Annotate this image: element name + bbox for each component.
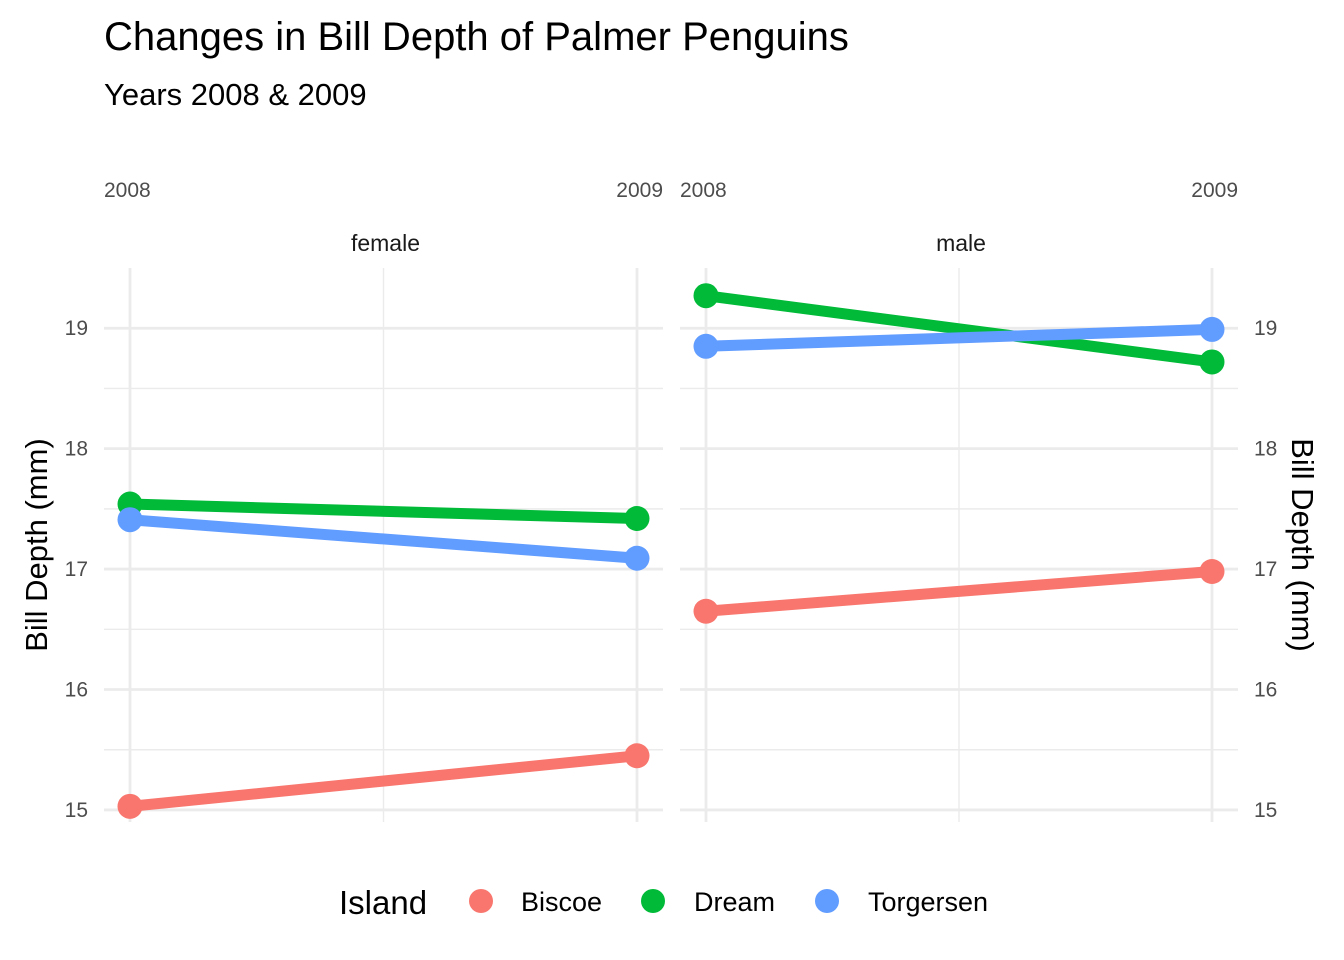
y-axis-title-right: Bill Depth (mm) <box>1285 438 1320 652</box>
facet-label-female: female <box>351 230 420 256</box>
point-male-dream-2009 <box>1199 349 1225 375</box>
point-male-torgersen-2008 <box>693 333 719 359</box>
x-tick-label-2009: 2009 <box>616 179 663 202</box>
point-female-torgersen-2008 <box>117 507 143 533</box>
y-tick-label: 17 <box>1254 558 1277 581</box>
y-tick-label: 15 <box>1254 799 1277 822</box>
legend: Island Biscoe Dream Torgersen <box>339 884 988 921</box>
facet-label-male: male <box>936 230 986 256</box>
y-tick-label: 19 <box>1254 317 1277 340</box>
facet-panels: 15 16 17 18 19 2008 2009 female 15 16 17 18 19 2008 20… <box>65 179 1277 822</box>
legend-label-dream: Dream <box>694 887 775 917</box>
y-axis-title-left: Bill Depth (mm) <box>19 438 54 652</box>
point-female-biscoe-2008 <box>117 793 143 819</box>
chart-title: Changes in Bill Depth of Palmer Penguins <box>104 15 849 59</box>
line-male-biscoe <box>705 566 1213 617</box>
y-tick-label: 17 <box>65 558 88 581</box>
y-tick-label: 15 <box>65 799 88 822</box>
legend-title: Island <box>339 884 427 921</box>
x-tick-label-2009: 2009 <box>1191 179 1238 202</box>
chart-subtitle: Years 2008 & 2009 <box>104 77 367 112</box>
legend-key-torgersen <box>815 889 839 913</box>
line-female-dream <box>129 498 638 525</box>
x-tick-label-2008: 2008 <box>104 179 151 202</box>
line-female-torgersen <box>129 514 638 564</box>
legend-label-torgersen: Torgersen <box>868 887 988 917</box>
y-tick-label: 18 <box>1254 438 1277 461</box>
x-tick-label-2008: 2008 <box>680 179 727 202</box>
point-female-torgersen-2009 <box>624 545 650 571</box>
y-tick-label: 18 <box>65 438 88 461</box>
legend-key-dream <box>641 889 665 913</box>
point-male-torgersen-2009 <box>1199 316 1225 342</box>
line-male-torgersen <box>705 323 1213 352</box>
y-tick-label: 19 <box>65 317 88 340</box>
line-male-dream <box>705 290 1213 368</box>
line-female-biscoe <box>129 750 638 812</box>
point-female-dream-2009 <box>624 506 650 532</box>
y-tick-label: 16 <box>1254 679 1277 702</box>
legend-label-biscoe: Biscoe <box>521 887 602 917</box>
panel-female: 15 16 17 18 19 2008 2009 female <box>65 179 663 822</box>
legend-key-biscoe <box>469 889 493 913</box>
y-tick-label: 16 <box>65 679 88 702</box>
panel-male: 15 16 17 18 19 2008 2009 male <box>680 179 1277 822</box>
point-male-biscoe-2008 <box>693 598 719 624</box>
point-male-biscoe-2009 <box>1199 558 1225 584</box>
point-male-dream-2008 <box>693 283 719 309</box>
point-female-biscoe-2009 <box>624 743 650 769</box>
